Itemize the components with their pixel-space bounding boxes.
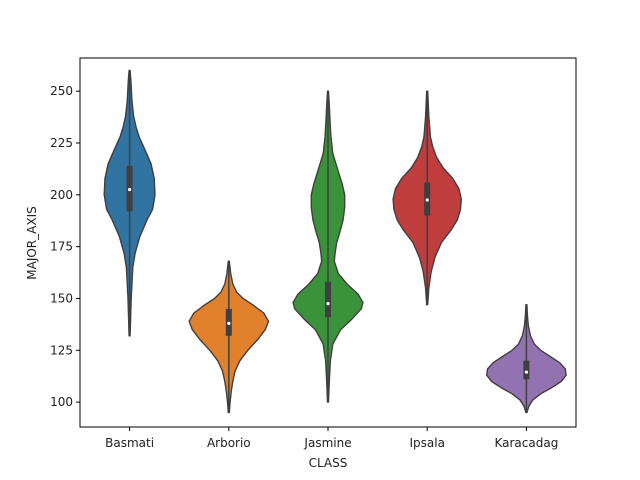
median-point-jasmine: [326, 302, 330, 306]
median-point-ipsala: [425, 198, 429, 202]
y-tick-label: 150: [50, 291, 73, 305]
x-tick-label: Ipsala: [409, 436, 444, 450]
y-tick-label: 125: [50, 343, 73, 357]
violins-group: [103, 69, 567, 414]
median-point-karacadag: [524, 370, 529, 374]
y-tick-label: 200: [50, 188, 73, 202]
y-axis: 100 125 150 175 200 225 250: [50, 84, 80, 409]
x-tick-label: Karacadag: [494, 436, 558, 450]
x-tick-label: Basmati: [105, 436, 154, 450]
y-tick-label: 100: [50, 395, 73, 409]
x-axis: Basmati Arborio Jasmine Ipsala Karacadag: [105, 427, 558, 450]
median-point-arborio: [227, 321, 231, 325]
x-axis-label: CLASS: [309, 456, 348, 470]
iqr-box-karacadag: [523, 360, 530, 380]
median-point-basmati: [128, 188, 132, 192]
y-tick-label: 250: [50, 84, 73, 98]
x-tick-label: Arborio: [207, 436, 251, 450]
iqr-box-jasmine: [325, 281, 331, 318]
y-tick-label: 175: [50, 240, 73, 254]
y-tick-label: 225: [50, 136, 73, 150]
y-axis-label: MAJOR_AXIS: [25, 206, 39, 279]
x-tick-label: Jasmine: [303, 436, 351, 450]
